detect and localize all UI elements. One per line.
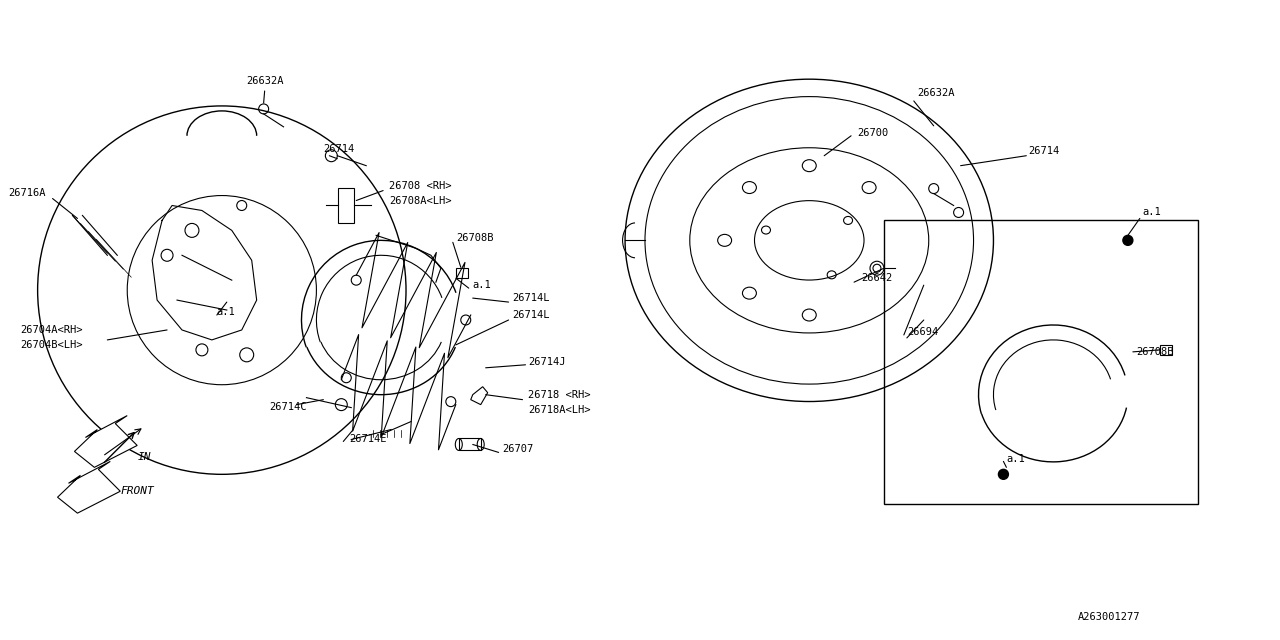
Text: 26714J: 26714J (529, 357, 566, 367)
Polygon shape (58, 461, 120, 513)
Text: a.1: a.1 (472, 280, 492, 290)
Text: 26716A: 26716A (8, 188, 45, 198)
Text: 26708 <RH>: 26708 <RH> (389, 180, 452, 191)
Text: 26718 <RH>: 26718 <RH> (529, 390, 591, 399)
Text: FRONT: FRONT (120, 486, 154, 496)
Text: IN: IN (137, 452, 151, 463)
Circle shape (998, 469, 1009, 479)
Text: 26632A: 26632A (916, 88, 955, 98)
Text: 26632A: 26632A (247, 76, 284, 86)
Text: 26714: 26714 (1028, 146, 1060, 156)
Text: 26704A<RH>: 26704A<RH> (20, 325, 83, 335)
Bar (338, 188, 355, 223)
Text: A263001277: A263001277 (1078, 612, 1140, 621)
Polygon shape (74, 415, 137, 467)
Text: 26694: 26694 (906, 327, 938, 337)
Text: 26708B: 26708B (456, 234, 493, 243)
Text: 26708A<LH>: 26708A<LH> (389, 196, 452, 205)
Text: 26707: 26707 (503, 444, 534, 454)
Text: 26714: 26714 (324, 144, 355, 154)
Text: a.1: a.1 (216, 307, 236, 317)
Text: 26714E: 26714E (349, 435, 387, 444)
Text: 26708B: 26708B (1135, 347, 1174, 357)
Text: 26714L: 26714L (512, 310, 550, 320)
Text: 26714C: 26714C (270, 402, 307, 412)
Bar (1160, 345, 1171, 355)
Circle shape (1123, 236, 1133, 245)
Text: 26714L: 26714L (512, 293, 550, 303)
Polygon shape (471, 387, 488, 404)
Text: 26718A<LH>: 26718A<LH> (529, 404, 591, 415)
Bar (456, 268, 467, 278)
Bar (458, 438, 481, 451)
Circle shape (870, 261, 884, 275)
Bar (884, 220, 1198, 504)
Text: 26642: 26642 (861, 273, 892, 283)
Text: 26700: 26700 (858, 128, 888, 138)
Text: a.1: a.1 (1143, 207, 1161, 218)
Text: a.1: a.1 (1006, 454, 1025, 465)
Text: 26704B<LH>: 26704B<LH> (20, 340, 83, 350)
